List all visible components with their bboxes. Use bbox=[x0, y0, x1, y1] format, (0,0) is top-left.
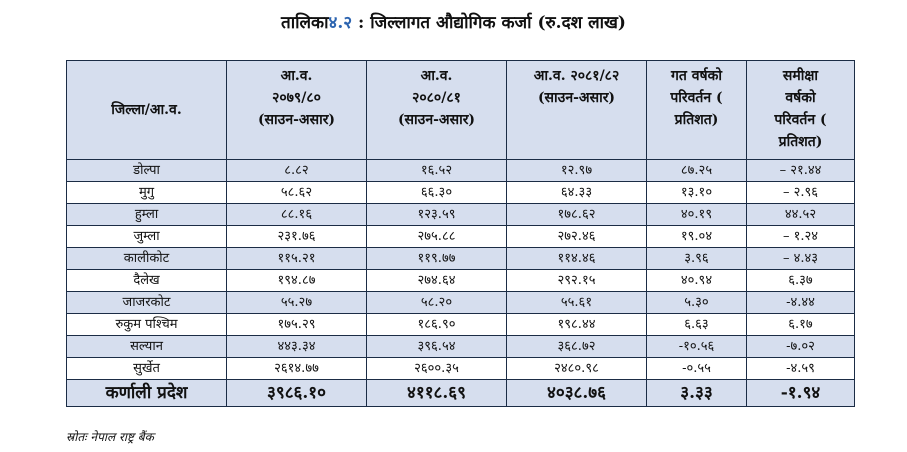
credit-2079-80: २६१४.७७ bbox=[226, 357, 367, 380]
prev-change: ४०.९४ bbox=[646, 269, 747, 292]
credit-2080-81: १६.५२ bbox=[366, 159, 507, 182]
header-fy-2080-81: आ.व. २०८०/८१ (साउन-असार) bbox=[366, 60, 507, 160]
credit-2080-81: १८६.९० bbox=[366, 313, 507, 336]
credit-2081-82: १२.९७ bbox=[506, 159, 647, 182]
table-row: जाजरकोट ५५.२७ ५८.२० ५५.६१ ५.३० -४.४४ bbox=[66, 291, 855, 314]
credit-2079-80: २३१.७६ bbox=[226, 225, 367, 248]
district-credit-table: जिल्ला/आ.व. आ.व. २०७९/८० (साउन-असार) आ.व. २… bbox=[66, 60, 855, 407]
credit-2081-82: ३६८.७२ bbox=[506, 335, 647, 358]
table-title: तालिका४.२ : जिल्लागत औद्योगिक कर्जा (रु.… bbox=[0, 10, 907, 33]
credit-2080-81: ६६.३० bbox=[366, 181, 507, 204]
review-change: -७.०२ bbox=[746, 335, 855, 358]
credit-2080-81: २७४.६४ bbox=[366, 269, 507, 292]
district-name: मुगु bbox=[66, 181, 227, 204]
district-name: रुकुम पश्चिम bbox=[66, 313, 227, 336]
credit-2081-82: १९८.४४ bbox=[506, 313, 647, 336]
prev-change: ६.६३ bbox=[646, 313, 747, 336]
prev-change: -०.५५ bbox=[646, 357, 747, 380]
prev-change: ४०.१९ bbox=[646, 203, 747, 226]
credit-2079-80: १९४.८७ bbox=[226, 269, 367, 292]
review-change: – २१.४४ bbox=[746, 159, 855, 182]
credit-2080-81: ११९.७७ bbox=[366, 247, 507, 270]
credit-2079-80: ११५.२१ bbox=[226, 247, 367, 270]
header-review-change: समीक्षा वर्षको परिवर्तन (प्रतिशत) bbox=[746, 60, 855, 160]
credit-2081-82: ६४.३३ bbox=[506, 181, 647, 204]
total-2079-80: ३९८६.१० bbox=[226, 379, 367, 407]
total-2080-81: ४११८.६९ bbox=[366, 379, 507, 407]
review-change: – २.९६ bbox=[746, 181, 855, 204]
district-name: दैलेख bbox=[66, 269, 227, 292]
header-row: जिल्ला/आ.व. आ.व. २०७९/८० (साउन-असार) आ.व. २… bbox=[66, 60, 855, 160]
source-note: स्रोतः नेपाल राष्ट्र बैंक bbox=[66, 430, 154, 444]
review-change: ६.१७ bbox=[746, 313, 855, 336]
credit-2081-82: २७२.४६ bbox=[506, 225, 647, 248]
credit-2079-80: ५५.२७ bbox=[226, 291, 367, 314]
prev-change: १३.१० bbox=[646, 181, 747, 204]
credit-2080-81: २७५.८८ bbox=[366, 225, 507, 248]
header-fy-2081-82: आ.व. २०८१/८२ (साउन-असार) bbox=[506, 60, 647, 160]
table-row: हुम्ला ८८.१६ १२३.५९ १७८.६२ ४०.१९ ४४.५२ bbox=[66, 203, 855, 226]
credit-2080-81: २६००.३५ bbox=[366, 357, 507, 380]
prev-change: ३.९६ bbox=[646, 247, 747, 270]
district-name: जुम्ला bbox=[66, 225, 227, 248]
credit-2079-80: ५८.६२ bbox=[226, 181, 367, 204]
review-change: ४४.५२ bbox=[746, 203, 855, 226]
prev-change: ८७.२५ bbox=[646, 159, 747, 182]
review-change: ६.३७ bbox=[746, 269, 855, 292]
credit-2081-82: २९२.१५ bbox=[506, 269, 647, 292]
review-change: -४.५९ bbox=[746, 357, 855, 380]
district-name: सुर्खेत bbox=[66, 357, 227, 380]
table-row: डोल्पा ८.८२ १६.५२ १२.९७ ८७.२५ – २१.४४ bbox=[66, 159, 855, 182]
credit-2079-80: १७५.२९ bbox=[226, 313, 367, 336]
header-fy-2079-80: आ.व. २०७९/८० (साउन-असार) bbox=[226, 60, 367, 160]
table-title-text: : जिल्लागत औद्योगिक कर्जा (रु.दश लाख) bbox=[358, 13, 626, 33]
district-name: कालीकोट bbox=[66, 247, 227, 270]
table-row: जुम्ला २३१.७६ २७५.८८ २७२.४६ १९.०४ – १.२४ bbox=[66, 225, 855, 248]
credit-2079-80: ४४३.३४ bbox=[226, 335, 367, 358]
district-name: हुम्ला bbox=[66, 203, 227, 226]
total-label: कर्णाली प्रदेश bbox=[66, 379, 227, 407]
district-name: सल्यान bbox=[66, 335, 227, 358]
credit-2081-82: ११४.४६ bbox=[506, 247, 647, 270]
credit-2081-82: ५५.६१ bbox=[506, 291, 647, 314]
review-change: -४.४४ bbox=[746, 291, 855, 314]
total-row: कर्णाली प्रदेश ३९८६.१० ४११८.६९ ४०३८.७६ ३… bbox=[66, 379, 855, 407]
credit-2081-82: २४८०.९८ bbox=[506, 357, 647, 380]
credit-2081-82: १७८.६२ bbox=[506, 203, 647, 226]
total-prev-change: ३.३३ bbox=[646, 379, 747, 407]
table-row: दैलेख १९४.८७ २७४.६४ २९२.१५ ४०.९४ ६.३७ bbox=[66, 269, 855, 292]
table-row: कालीकोट ११५.२१ ११९.७७ ११४.४६ ३.९६ – ४.४३ bbox=[66, 247, 855, 270]
table-row: सल्यान ४४३.३४ ३९६.५४ ३६८.७२ -१०.५६ -७.०२ bbox=[66, 335, 855, 358]
table-title-number: ४.२ bbox=[328, 13, 353, 33]
table-row: सुर्खेत २६१४.७७ २६००.३५ २४८०.९८ -०.५५ -४… bbox=[66, 357, 855, 380]
total-2081-82: ४०३८.७६ bbox=[506, 379, 647, 407]
district-name: डोल्पा bbox=[66, 159, 227, 182]
credit-2079-80: ८८.१६ bbox=[226, 203, 367, 226]
credit-2080-81: १२३.५९ bbox=[366, 203, 507, 226]
prev-change: ५.३० bbox=[646, 291, 747, 314]
credit-2080-81: ५८.२० bbox=[366, 291, 507, 314]
credit-2080-81: ३९६.५४ bbox=[366, 335, 507, 358]
header-prev-change: गत वर्षको परिवर्तन (प्रतिशत) bbox=[646, 60, 747, 160]
header-district: जिल्ला/आ.व. bbox=[66, 60, 227, 160]
credit-2079-80: ८.८२ bbox=[226, 159, 367, 182]
prev-change: -१०.५६ bbox=[646, 335, 747, 358]
table-row: मुगु ५८.६२ ६६.३० ६४.३३ १३.१० – २.९६ bbox=[66, 181, 855, 204]
total-review-change: -१.९४ bbox=[746, 379, 855, 407]
review-change: – ४.४३ bbox=[746, 247, 855, 270]
table-title-prefix: तालिका bbox=[281, 13, 329, 33]
prev-change: १९.०४ bbox=[646, 225, 747, 248]
district-name: जाजरकोट bbox=[66, 291, 227, 314]
table-row: रुकुम पश्चिम १७५.२९ १८६.९० १९८.४४ ६.६३ ६… bbox=[66, 313, 855, 336]
review-change: – १.२४ bbox=[746, 225, 855, 248]
